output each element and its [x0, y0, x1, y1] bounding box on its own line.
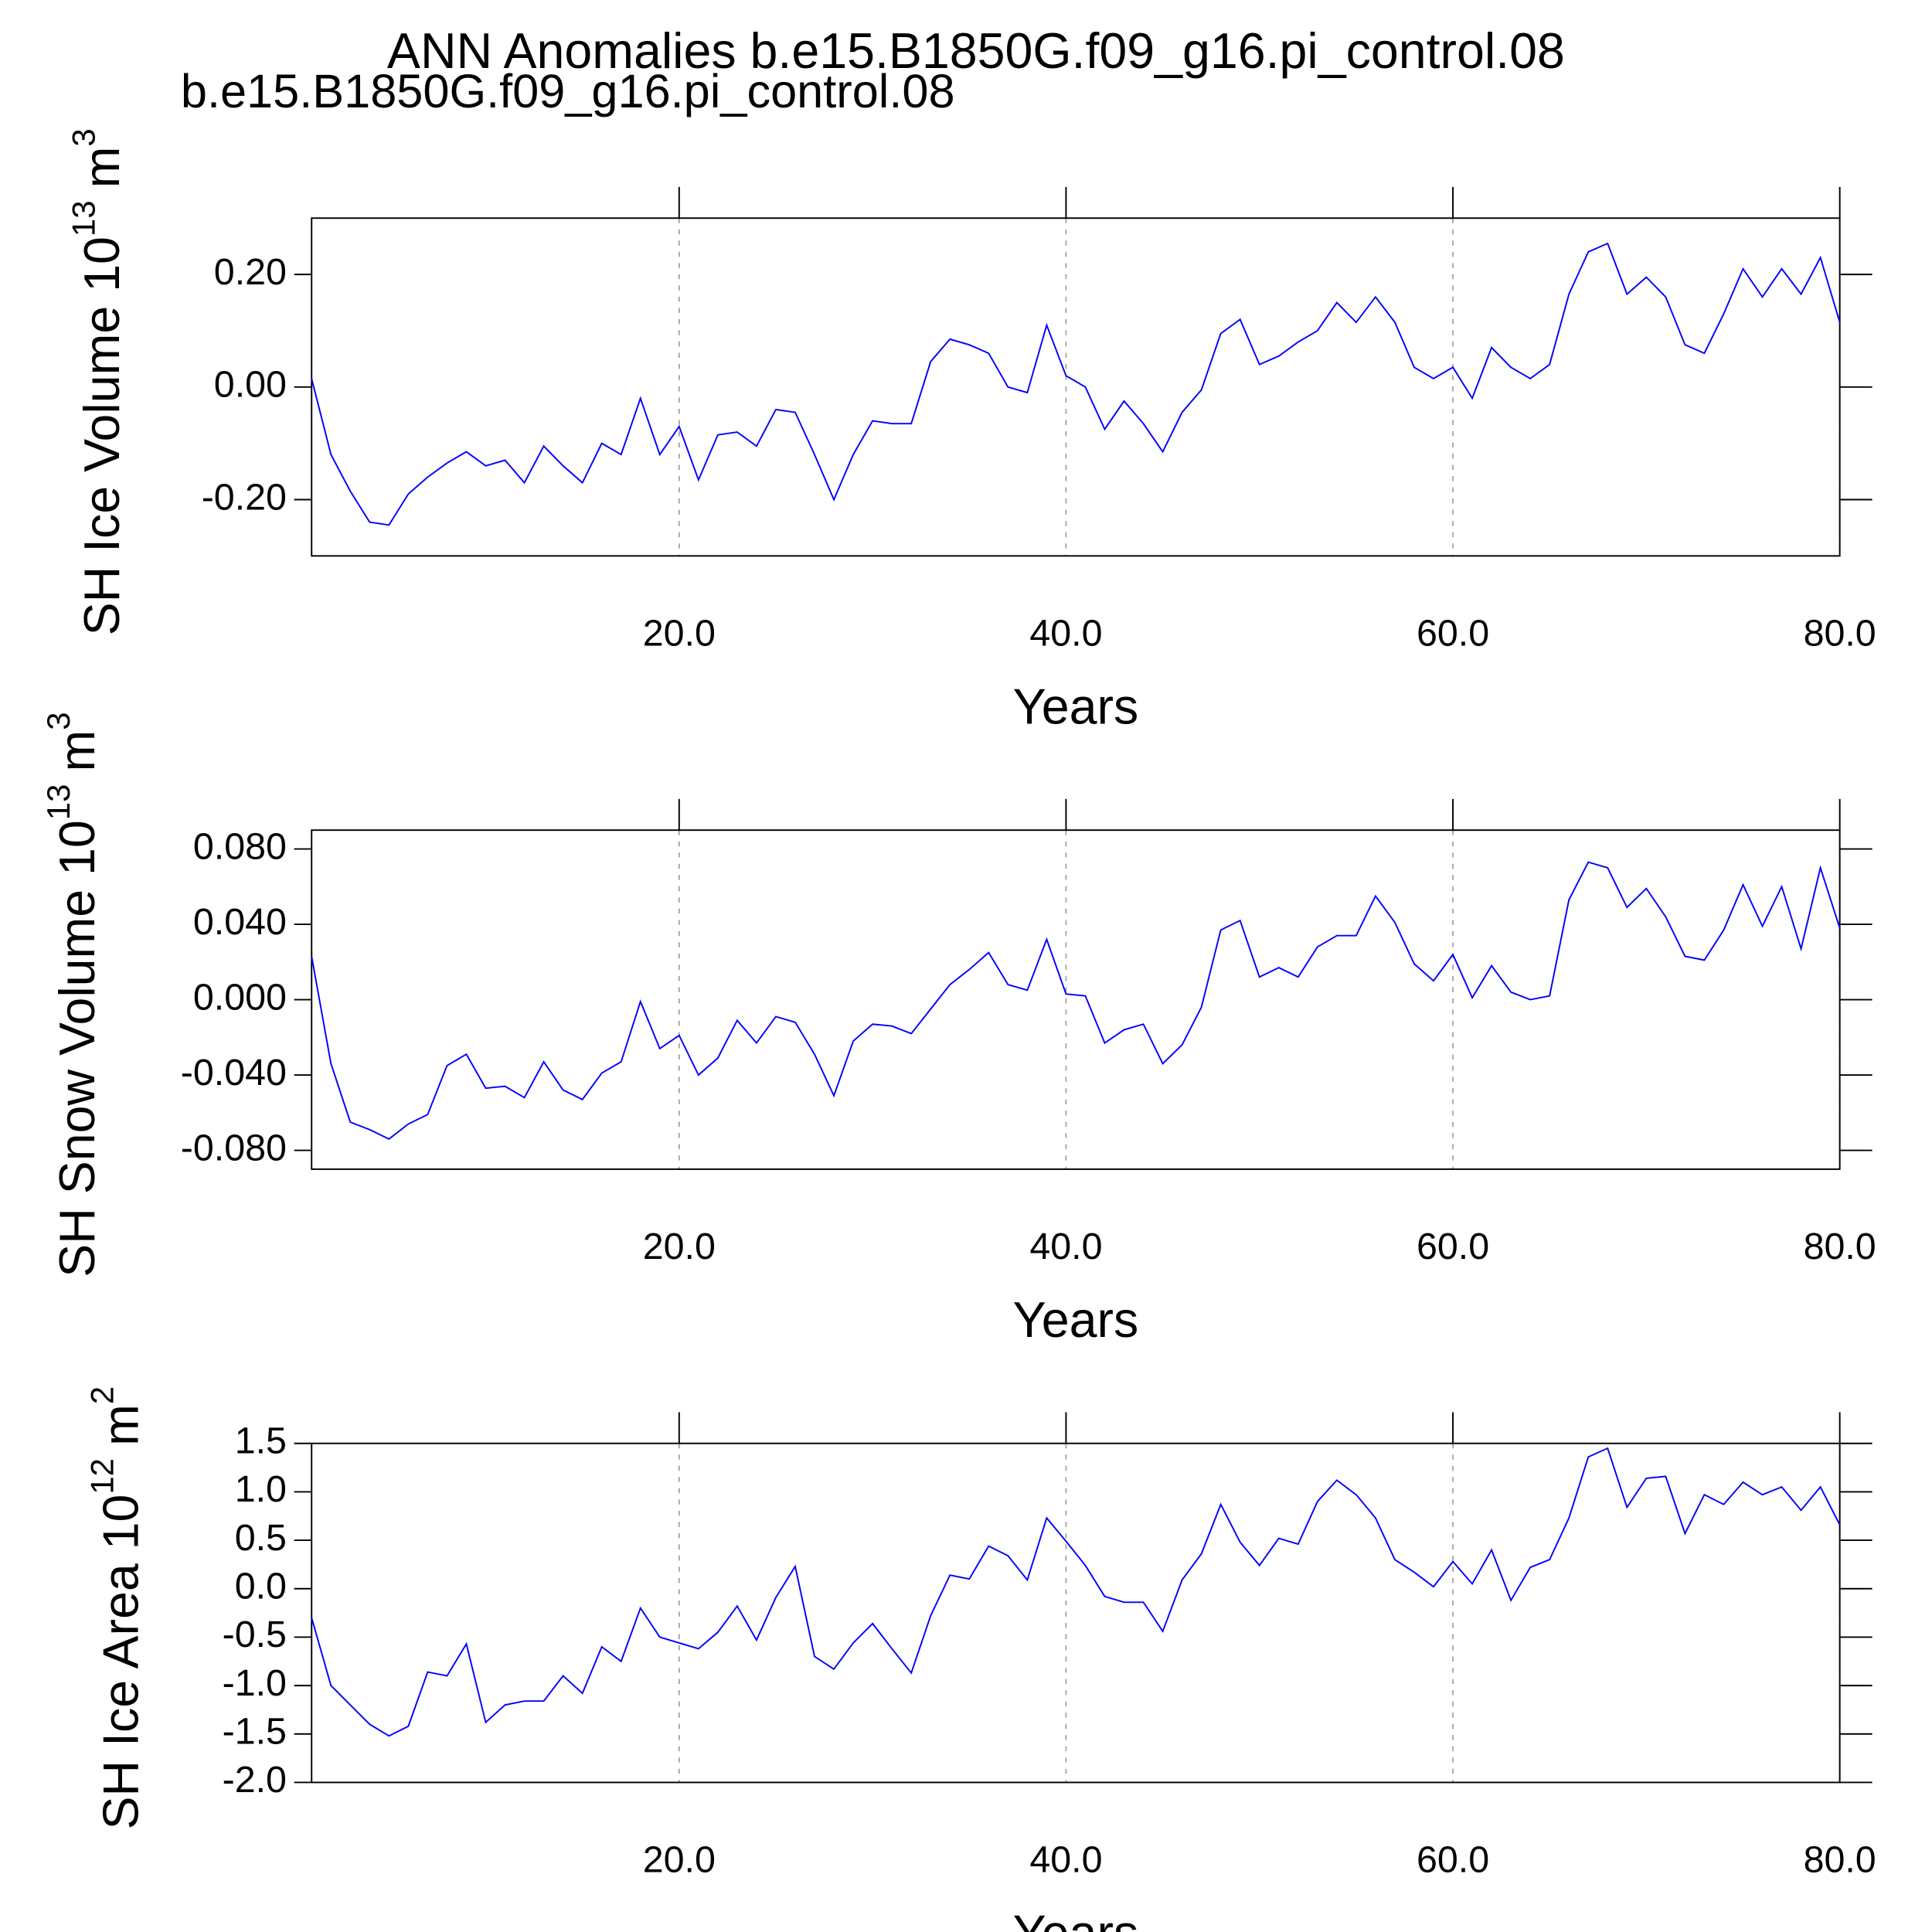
y-axis-label-unit: m — [93, 1404, 148, 1446]
y-axis-label-unit-exponent: 2 — [84, 1386, 121, 1404]
data-line — [311, 861, 1841, 1141]
x-tick-label: 20.0 — [643, 1226, 716, 1267]
plot-frame — [311, 829, 1841, 1170]
y-axis-label-unit: m — [49, 730, 105, 772]
x-tick-label: 60.0 — [1417, 1838, 1489, 1880]
data-line — [311, 1447, 1841, 1737]
x-tick-label: 40.0 — [1029, 1226, 1102, 1267]
y-tick-label: 0.040 — [193, 901, 287, 943]
x-tick-label: 20.0 — [643, 612, 716, 654]
y-tick-label: 0.5 — [235, 1517, 287, 1559]
plot-frame — [311, 217, 1841, 557]
y-tick-label: 0.0 — [235, 1566, 287, 1607]
data-line — [311, 242, 1841, 526]
y-axis-label-text: SH Snow Volume 10 — [49, 820, 105, 1277]
x-axis-label: Years — [1013, 679, 1139, 734]
y-axis-label-exponent: 12 — [84, 1458, 121, 1495]
y-axis-label-unit-exponent: 3 — [40, 712, 77, 730]
y-tick-label: -1.5 — [223, 1711, 287, 1753]
x-tick-label: 40.0 — [1029, 1838, 1102, 1880]
x-tick-label: 20.0 — [643, 1838, 716, 1880]
x-tick-label: 60.0 — [1417, 612, 1489, 654]
y-tick-label: 1.5 — [235, 1420, 287, 1462]
x-tick-label: 40.0 — [1029, 612, 1102, 654]
y-axis-label: SH Ice Area 1012 m2 — [84, 1386, 149, 1830]
y-tick-label: -0.080 — [181, 1127, 287, 1168]
x-tick-label: 60.0 — [1417, 1226, 1489, 1267]
y-tick-label: 0.20 — [214, 251, 287, 293]
x-axis-label: Years — [1013, 1292, 1139, 1348]
y-tick-label: 1.0 — [235, 1468, 287, 1510]
x-tick-label: 80.0 — [1804, 1838, 1876, 1880]
y-axis-label-text: SH Ice Volume 10 — [74, 236, 130, 635]
y-tick-label: -0.20 — [202, 476, 287, 518]
y-tick-label: 0.080 — [193, 825, 287, 867]
y-tick-label: -0.040 — [181, 1052, 287, 1094]
y-axis-label: SH Snow Volume 1013 m3 — [40, 712, 105, 1277]
x-tick-label: 80.0 — [1804, 612, 1876, 654]
figure-title: ANN Anomalies b.e15.B1850G.f09_g16.pi_co… — [387, 23, 1565, 79]
plot-frame — [311, 1442, 1841, 1784]
y-tick-label: -0.5 — [223, 1614, 287, 1655]
x-tick-label: 80.0 — [1804, 1226, 1876, 1267]
y-tick-label: 0.000 — [193, 976, 287, 1018]
y-axis-label-unit-exponent: 3 — [65, 128, 101, 146]
figure-subtitle: b.e15.B1850G.f09_g16.pi_control.08 — [181, 65, 955, 117]
y-axis-label: SH Ice Volume 1013 m3 — [65, 128, 130, 635]
y-axis-label-unit: m — [74, 147, 130, 189]
x-axis-label: Years — [1013, 1905, 1139, 1932]
y-axis-label-exponent: 13 — [40, 784, 77, 821]
y-tick-label: -1.0 — [223, 1662, 287, 1704]
y-tick-label: -2.0 — [223, 1759, 287, 1801]
y-axis-label-exponent: 13 — [65, 200, 101, 236]
y-axis-label-text: SH Ice Area 10 — [93, 1495, 148, 1830]
y-tick-label: 0.00 — [214, 364, 287, 406]
